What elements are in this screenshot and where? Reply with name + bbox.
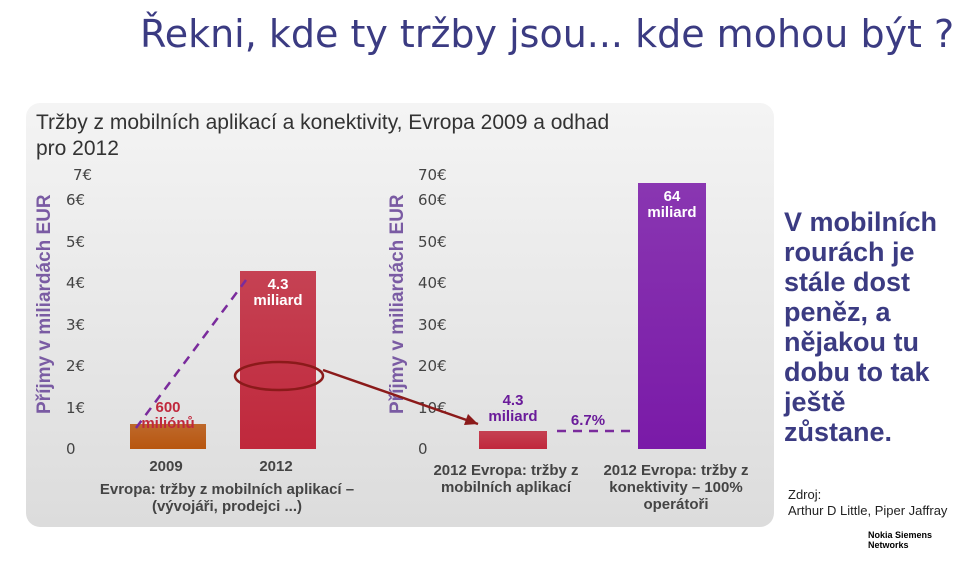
y-tick-label: 20€ — [418, 357, 447, 375]
chart1-x-axis-label: Evropa: tržby z mobilních aplikací – (vý… — [99, 481, 355, 515]
y-tick-label: 0 — [418, 440, 428, 458]
source-text: Arthur D Little, Piper Jaffray — [788, 503, 948, 518]
y-tick-label: 0 — [66, 440, 76, 458]
chart-bar — [479, 431, 547, 449]
source-label: Zdroj: — [788, 487, 822, 502]
y-tick-label: 7€ — [73, 166, 93, 184]
y-tick-label: 70€ — [418, 166, 447, 184]
company-logo: Nokia Siemens Networks — [868, 530, 932, 550]
page-title: Řekni, kde ty tržby jsou... kde mohou bý… — [140, 12, 955, 56]
callout-arrow-head — [464, 414, 478, 425]
y-tick-label: 2€ — [66, 357, 86, 375]
bar-data-label: 600 miliónů — [141, 399, 195, 433]
highlight-ellipse — [233, 360, 325, 392]
y-tick-label: 50€ — [418, 232, 447, 251]
bar-data-label: 4.3 miliard — [253, 275, 303, 309]
y-tick-label: 1€ — [66, 398, 86, 417]
chart1-category-2012: 2012 — [259, 458, 293, 475]
y-tick-label: 40€ — [418, 274, 447, 292]
chart-bar — [240, 270, 316, 449]
y-tick-label: 4€ — [66, 274, 86, 292]
chart-subtitle: Tržby z mobilních aplikací a konektivity… — [36, 111, 610, 160]
chart2-annotation-percent: 6.7% — [570, 412, 606, 429]
chart1-trend-dashed-line — [134, 279, 248, 429]
callout-arrow-line — [322, 368, 479, 426]
logo-line1: Nokia Siemens — [868, 530, 933, 540]
bar-data-label: 4.3 miliard — [488, 392, 538, 426]
chart1-category-2009: 2009 — [149, 458, 183, 475]
y-tick-label: 30€ — [418, 315, 447, 334]
source-note: Zdroj: Arthur D Little, Piper Jaffray — [788, 487, 960, 519]
y-tick-label: 5€ — [66, 232, 86, 251]
y-tick-label: 60€ — [418, 191, 447, 209]
bar-data-label: 64 miliard — [647, 188, 697, 222]
y-tick-label: 6€ — [66, 191, 86, 209]
comment-text: V mobilních rourách je stále dost peněz,… — [784, 207, 938, 447]
chart2-category-apps: 2012 Evropa: tržby z mobilních aplikací — [433, 462, 579, 496]
chart2-category-connectivity: 2012 Evropa: tržby z konektivity – 100% … — [603, 462, 749, 513]
logo-line2: Networks — [868, 540, 909, 550]
chart-bar — [130, 424, 206, 449]
chart-bar — [638, 183, 706, 449]
y-tick-label: 3€ — [66, 315, 86, 334]
